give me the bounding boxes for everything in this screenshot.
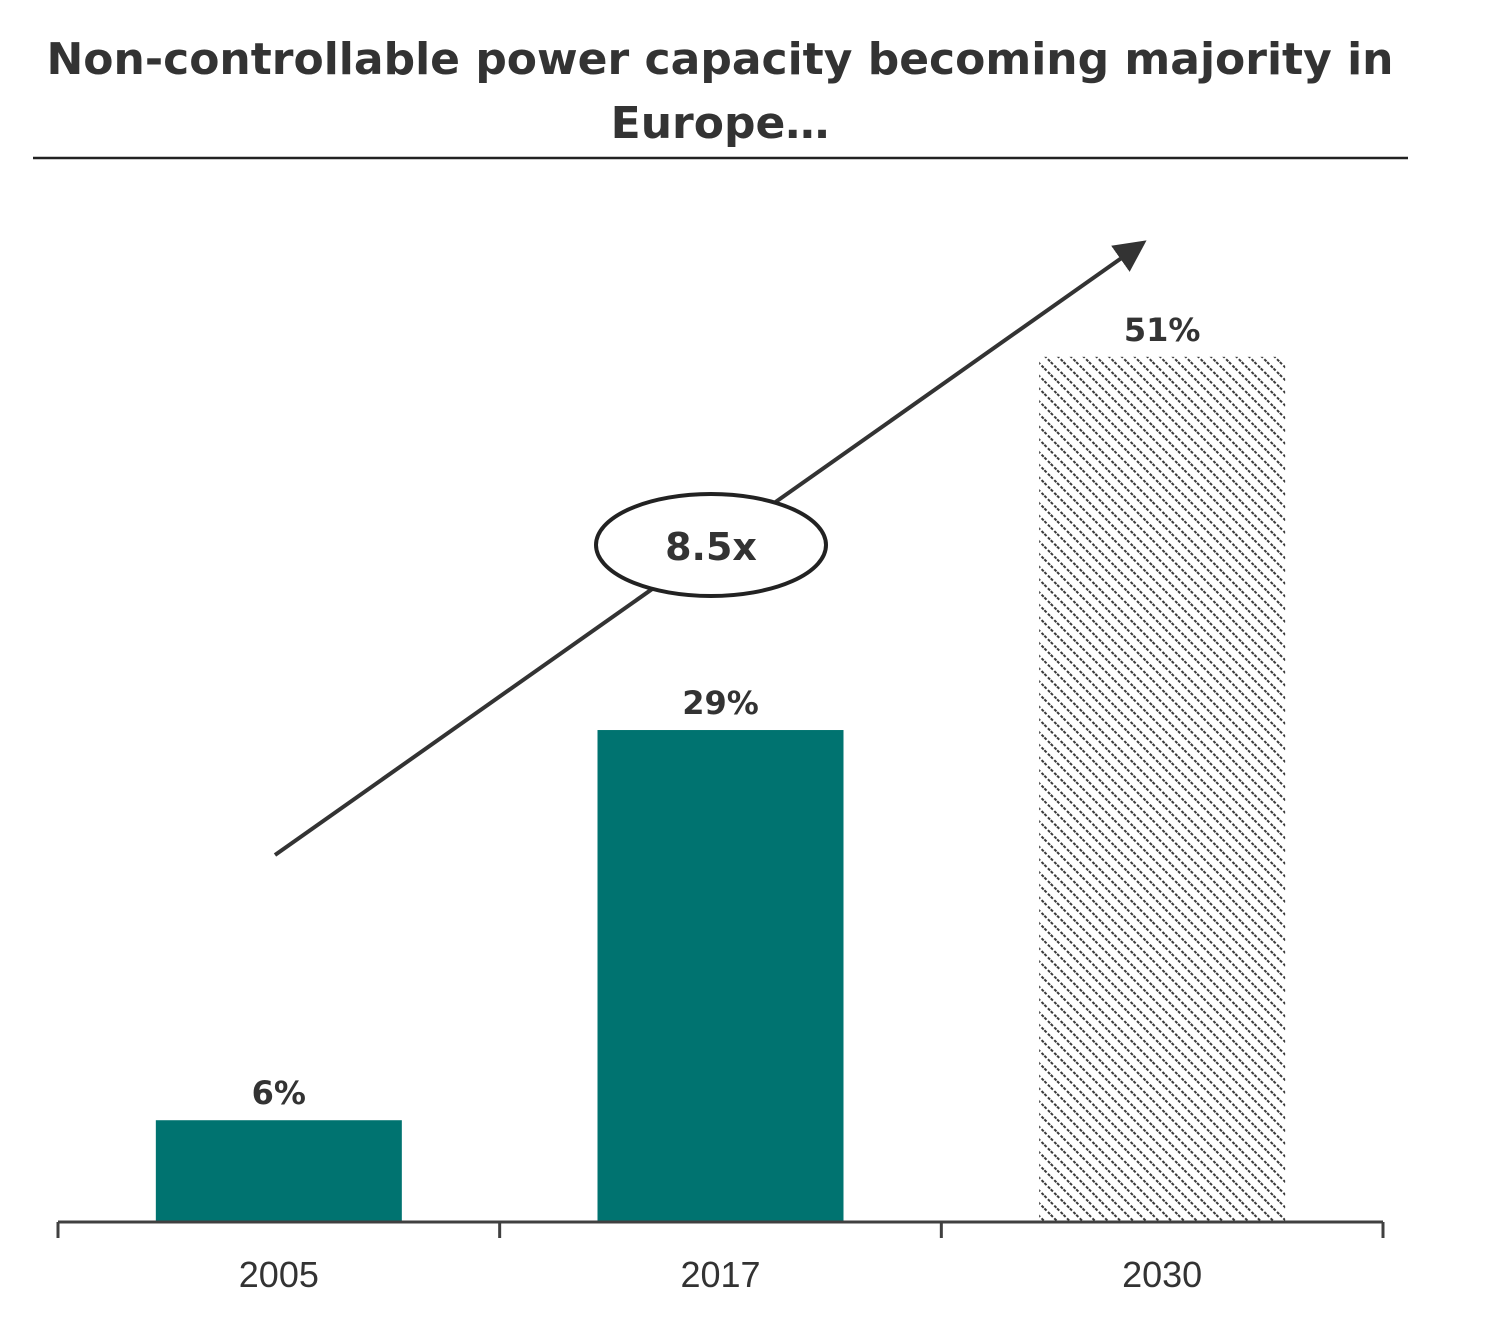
value-label-2005: 6% — [252, 1074, 306, 1112]
chart-title-line1: Non-controllable power capacity becoming… — [46, 34, 1393, 85]
x-tick-label-2005: 2005 — [239, 1254, 319, 1295]
x-tick-label-2030: 2030 — [1122, 1254, 1202, 1295]
growth-annotation-ellipse — [594, 492, 828, 598]
growth-annotation-label: 8.5x — [665, 525, 757, 569]
x-ticks-group — [56, 1222, 1385, 1238]
bar-2005 — [155, 1120, 402, 1222]
x-tick-labels-group: 2005 2017 2030 — [239, 1254, 1202, 1295]
bars-group — [155, 356, 1286, 1223]
value-labels-group: 6% 29% 51% — [252, 311, 1201, 1112]
bar-2017 — [597, 730, 844, 1222]
bar-2030 — [1039, 356, 1286, 1223]
chart-title-line2: Europe… — [611, 98, 830, 149]
x-tick-label-2017: 2017 — [680, 1254, 760, 1295]
value-label-2017: 29% — [682, 684, 759, 722]
value-label-2030: 51% — [1124, 311, 1201, 349]
